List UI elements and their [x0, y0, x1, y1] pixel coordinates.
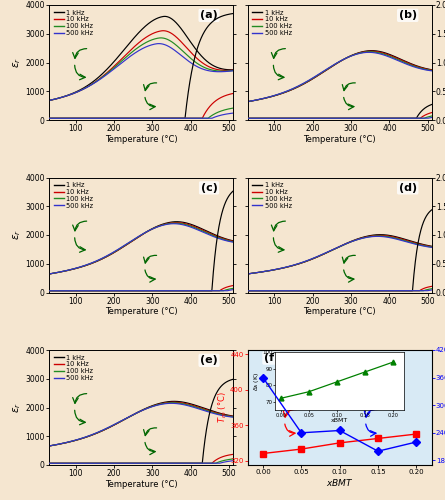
Legend: 1 kHz, 10 kHz, 100 kHz, 500 kHz: 1 kHz, 10 kHz, 100 kHz, 500 kHz [52, 354, 95, 382]
X-axis label: $x$BMT: $x$BMT [326, 476, 353, 488]
X-axis label: Temperature (°C): Temperature (°C) [105, 307, 177, 316]
Y-axis label: $T_m$ (°C): $T_m$ (°C) [216, 392, 229, 424]
Text: (b): (b) [399, 10, 417, 20]
Legend: 1 kHz, 10 kHz, 100 kHz, 500 kHz: 1 kHz, 10 kHz, 100 kHz, 500 kHz [52, 181, 95, 210]
Y-axis label: $\varepsilon_r$: $\varepsilon_r$ [11, 57, 23, 68]
X-axis label: Temperature (°C): Temperature (°C) [303, 134, 376, 143]
Legend: 1 kHz, 10 kHz, 100 kHz, 500 kHz: 1 kHz, 10 kHz, 100 kHz, 500 kHz [251, 181, 293, 210]
Text: (c): (c) [201, 183, 218, 193]
Y-axis label: $\varepsilon_r$: $\varepsilon_r$ [11, 402, 23, 413]
Text: (e): (e) [200, 356, 218, 366]
Text: (a): (a) [200, 10, 218, 20]
Legend: 1 kHz, 10 kHz, 100 kHz, 500 kHz: 1 kHz, 10 kHz, 100 kHz, 500 kHz [52, 8, 95, 38]
Y-axis label: $\varepsilon_r$: $\varepsilon_r$ [11, 230, 23, 240]
Text: (d): (d) [399, 183, 417, 193]
X-axis label: Temperature (°C): Temperature (°C) [105, 480, 177, 488]
Text: (f): (f) [264, 353, 279, 363]
X-axis label: Temperature (°C): Temperature (°C) [105, 134, 177, 143]
X-axis label: Temperature (°C): Temperature (°C) [303, 307, 376, 316]
Legend: 1 kHz, 10 kHz, 100 kHz, 500 kHz: 1 kHz, 10 kHz, 100 kHz, 500 kHz [251, 8, 293, 38]
